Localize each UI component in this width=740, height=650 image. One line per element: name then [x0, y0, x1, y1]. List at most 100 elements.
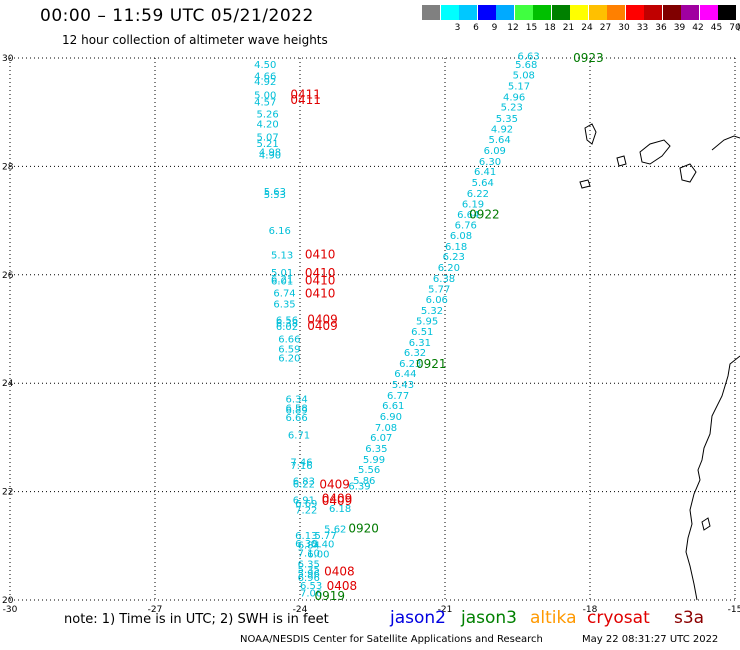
colorbar-swatch	[422, 5, 440, 20]
wave-height-value: 7.10	[298, 549, 320, 560]
wave-height-value: 6.90	[380, 412, 402, 423]
wave-height-value: 6.18	[445, 242, 467, 253]
wave-height-value: 5.63	[264, 187, 286, 198]
wave-height-value: 6.38	[276, 318, 298, 329]
colorbar-swatch	[662, 5, 681, 20]
pass-time-label: 0411	[290, 93, 321, 107]
pass-time-label: 0408	[327, 579, 358, 593]
island-tenerife	[639, 139, 671, 165]
wave-height-value: 5.64	[472, 178, 494, 189]
lon-tick-label: -15	[728, 605, 740, 615]
wave-height-value: 7.46	[290, 458, 312, 469]
wave-height-value: 6.21	[271, 274, 293, 285]
wave-height-value: 6.00	[307, 550, 329, 561]
pass-time-label: 0408	[324, 565, 355, 579]
lat-tick-label: 26	[2, 271, 14, 281]
colorbar-swatch	[644, 5, 662, 20]
wave-height-value: 6.51	[411, 327, 433, 338]
wave-height-value: 6.09	[484, 146, 506, 157]
colorbar-swatch	[533, 5, 551, 20]
colorbar-swatch	[588, 5, 607, 20]
wave-height-value: 5.86	[353, 476, 375, 487]
pass-time-label: 0409	[307, 319, 338, 333]
wave-height-value: 6.07	[370, 433, 392, 444]
wave-height-value: 5.35	[496, 114, 518, 125]
island-gomera	[616, 155, 627, 167]
mission-jason2: jason2	[390, 608, 446, 628]
lat-tick-label: 22	[2, 488, 13, 498]
wave-height-value: 5.13	[271, 251, 293, 262]
mission-altika: altika	[530, 608, 577, 628]
wave-height-value: 4.50	[254, 60, 276, 71]
pass-time-label: 0409	[319, 477, 350, 491]
wave-height-value: 6.31	[409, 338, 431, 349]
lat-tick-label: 24	[2, 379, 14, 389]
colorbar-swatch	[496, 5, 514, 20]
pass-time-label: 0409	[322, 491, 353, 505]
wave-height-value: 6.02	[276, 322, 298, 333]
colorbar-label: 6	[473, 23, 479, 33]
wave-height-value: 6.66	[278, 335, 300, 346]
wave-height-value: 6.35	[365, 444, 387, 455]
wave-height-value: 6.66	[286, 413, 308, 424]
mission-jason3: jason3	[461, 608, 517, 628]
wave-height-value: 6.83	[293, 477, 315, 488]
lon-tick-label: -21	[438, 605, 453, 615]
wave-height-value: 5.53	[264, 190, 286, 201]
wave-height-value: 6.64	[457, 210, 479, 221]
lon-tick-label: -27	[148, 605, 163, 615]
wave-height-value: 5.95	[416, 317, 438, 328]
wave-height-value: 5.43	[392, 380, 414, 391]
wave-height-value: 7.08	[375, 423, 397, 434]
colorbar-swatch	[514, 5, 533, 20]
wave-height-value: 6.76	[455, 221, 477, 232]
wave-height-value: 6.53	[300, 581, 322, 592]
wave-height-value: 4.98	[259, 148, 281, 159]
wave-height-value: 5.08	[513, 71, 535, 82]
colorbar-label: 18	[544, 23, 556, 33]
wave-height-value: 6.32	[404, 348, 426, 359]
wave-height-value: 7.16	[290, 461, 312, 472]
wave-height-value: 4.96	[503, 92, 525, 103]
pass-time-label: 0410	[305, 287, 336, 301]
wave-height-value: 5.01	[271, 268, 293, 279]
pass-time-label: 0410	[305, 266, 336, 280]
wave-height-value: 6.30	[479, 157, 501, 168]
wave-height-value: 6.38	[433, 274, 455, 285]
footnote: note: 1) Time is in UTC; 2) SWH is in fe…	[64, 612, 329, 627]
wave-height-value: 6.41	[474, 167, 496, 178]
wave-height-value: 5.07	[257, 132, 279, 143]
pass-time-label: 0922	[469, 207, 500, 221]
lat-tick-label: 28	[2, 162, 14, 172]
wave-height-value: 7.06	[300, 589, 322, 600]
colorbar-label: 39	[673, 23, 686, 33]
wave-height-value: 6.30	[295, 539, 317, 550]
wave-height-value: 5.99	[363, 455, 385, 466]
wave-height-value: 6.63	[518, 52, 540, 63]
axis-ticks: -30 -27 -24 -21 -18 -15 30 28 26 24 22 20	[2, 54, 740, 615]
mission-s3a: s3a	[674, 608, 705, 628]
wave-height-value: 4.20	[257, 119, 279, 130]
wave-height-value: 5.00	[254, 91, 276, 102]
wave-height-value: 5.77	[428, 285, 450, 296]
wave-height-value: 4.92	[254, 77, 276, 88]
wave-height-value: 5.77	[315, 531, 337, 542]
wave-height-value: 5.64	[489, 135, 511, 146]
wave-height-value: 6.44	[394, 369, 416, 380]
wave-height-value: 5.21	[257, 139, 279, 150]
africa-coast	[685, 355, 740, 601]
lon-tick-label: -30	[3, 605, 18, 615]
colorbar-label: 27	[599, 23, 612, 33]
pass-time-labels: 0411041104100410041004100409040904090409…	[290, 51, 603, 603]
wave-height-value: 6.39	[348, 481, 370, 492]
colorbar-swatch	[477, 5, 496, 20]
wave-height-value: 5.68	[515, 60, 537, 71]
wave-height-value: 5.56	[358, 465, 380, 476]
wave-height-value: 6.69	[295, 499, 317, 510]
colorbar-label: 12	[507, 23, 519, 33]
cape-blanc	[701, 517, 711, 531]
wave-height-value: 6.23	[399, 359, 421, 370]
colorbar-unit: (ft)	[736, 23, 740, 33]
colorbar-label: 42	[692, 23, 704, 33]
